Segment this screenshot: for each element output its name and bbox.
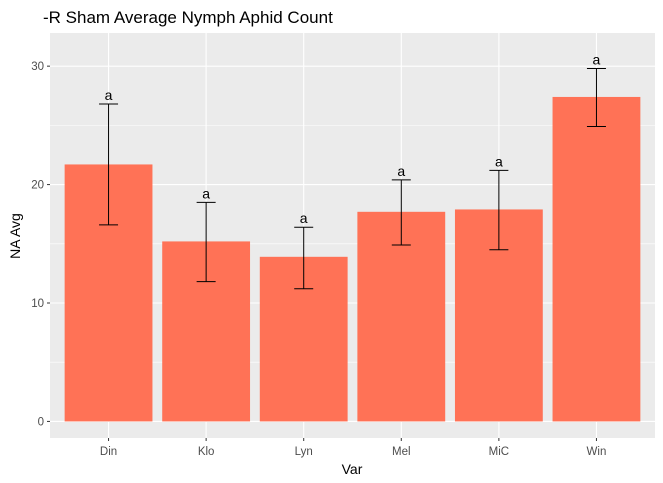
x-tick-label: MiC (489, 446, 509, 458)
x-tick-label: Lyn (295, 446, 313, 458)
error-bar-din (99, 103, 119, 226)
x-tick-label: Mel (392, 446, 411, 458)
bars-group (64, 96, 641, 422)
bar-win (552, 96, 641, 422)
significance-label-lyn: a (300, 210, 308, 226)
error-bar-mic (489, 169, 509, 251)
y-axis: 0 10 20 30 (31, 61, 50, 428)
x-axis: Din Klo Lyn Mel MiC Win (100, 438, 606, 458)
error-bar-klo (196, 201, 216, 283)
significance-label-mel: a (397, 163, 405, 179)
x-tick-label: Din (100, 446, 117, 458)
chart-title: -R Sham Average Nymph Aphid Count (43, 8, 333, 27)
x-axis-title: Var (342, 461, 363, 477)
y-tick-label: 30 (31, 61, 44, 73)
significance-label-din: a (105, 87, 113, 103)
significance-label-mic: a (495, 153, 503, 169)
error-bars-group (99, 68, 606, 290)
significance-labels-group: a a a a a a (105, 52, 601, 227)
x-tick-label: Klo (198, 446, 215, 458)
error-bar-win (586, 68, 606, 128)
error-bar-lyn (294, 226, 314, 290)
y-tick-label: 10 (31, 298, 44, 310)
error-bar-mel (391, 179, 411, 246)
significance-label-win: a (593, 52, 601, 68)
bar-mel (357, 211, 446, 422)
x-tick-label: Win (587, 446, 607, 458)
y-tick-label: 20 (31, 180, 44, 192)
y-tick-label: 0 (38, 416, 44, 428)
y-axis-title: NA Avg (7, 213, 23, 259)
significance-label-klo: a (202, 185, 210, 201)
